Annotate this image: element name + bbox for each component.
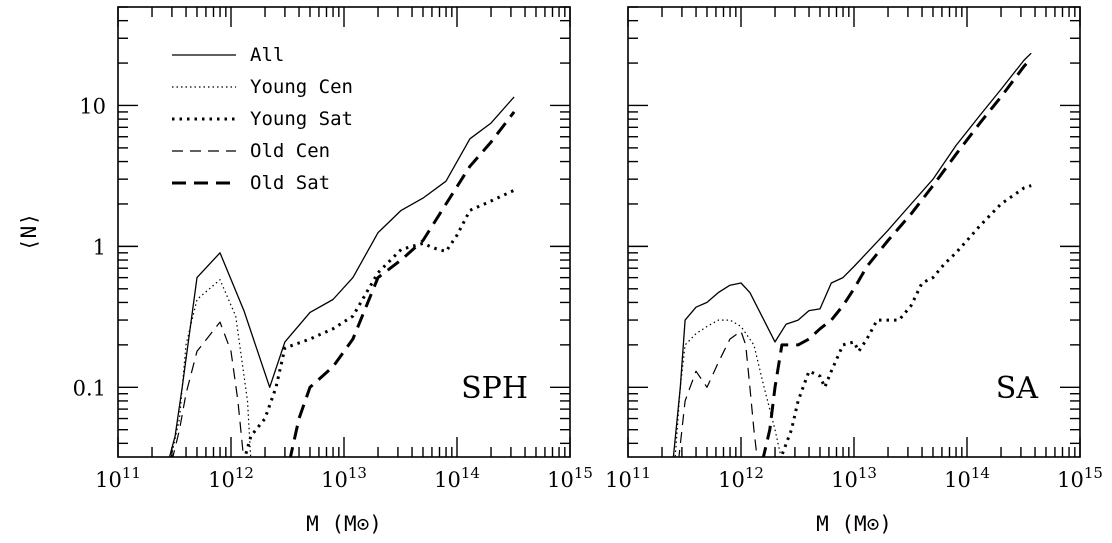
series-line-young-cen <box>170 279 252 457</box>
y-tick-label: 10 <box>79 94 106 118</box>
series-line-old-cen <box>172 321 245 457</box>
legend-label: Old Cen <box>250 140 330 162</box>
legend-label: Young Sat <box>250 108 353 130</box>
legend-label: All <box>250 44 284 66</box>
series-line-old-sat <box>288 110 516 457</box>
panel-label: SA <box>996 371 1039 406</box>
legend-label: Young Cen <box>250 76 353 98</box>
x-tick-label: 1013 <box>831 464 877 492</box>
panel-sph: 1011 1012 1013 1014 1015 0.1 1 10 M (M⊙) ⟨N⟩ All Yo… <box>17 6 593 536</box>
series-line-all <box>672 52 1032 457</box>
x-tick-label: 1015 <box>547 464 593 492</box>
y-axis-title: ⟨N⟩ <box>17 213 41 251</box>
x-axis-title: M (M⊙) <box>816 512 892 536</box>
x-tick-label: 1013 <box>321 464 367 492</box>
x-tick-label: 1015 <box>1057 464 1103 492</box>
panel-sa: 1011 1012 1013 1014 1015 M (M⊙) SA <box>605 6 1103 536</box>
x-tick-label: 1011 <box>95 464 141 492</box>
y-tick-label: 1 <box>93 235 106 259</box>
series-line-young-sat <box>779 184 1032 457</box>
legend-label: Old Sat <box>250 172 330 194</box>
y-tick-label: 0.1 <box>73 376 106 400</box>
series-group <box>168 96 516 457</box>
legend: All Young Cen Young Sat Old Cen Old Sat <box>172 44 353 194</box>
x-tick-label: 1014 <box>434 464 480 492</box>
x-axis-title: M (M⊙) <box>306 512 382 536</box>
series-line-young-sat <box>243 188 515 457</box>
x-tick-label: 1014 <box>944 464 990 492</box>
x-tick-label: 1012 <box>718 464 764 492</box>
series-line-all <box>168 96 515 457</box>
series-group <box>672 52 1033 457</box>
x-tick-label: 1011 <box>605 464 651 492</box>
panel-label: SPH <box>461 371 528 406</box>
x-tick-label: 1012 <box>208 464 254 492</box>
series-line-young-cen <box>674 319 782 457</box>
series-line-old-cen <box>678 330 758 457</box>
series-line-old-sat <box>761 57 1033 457</box>
